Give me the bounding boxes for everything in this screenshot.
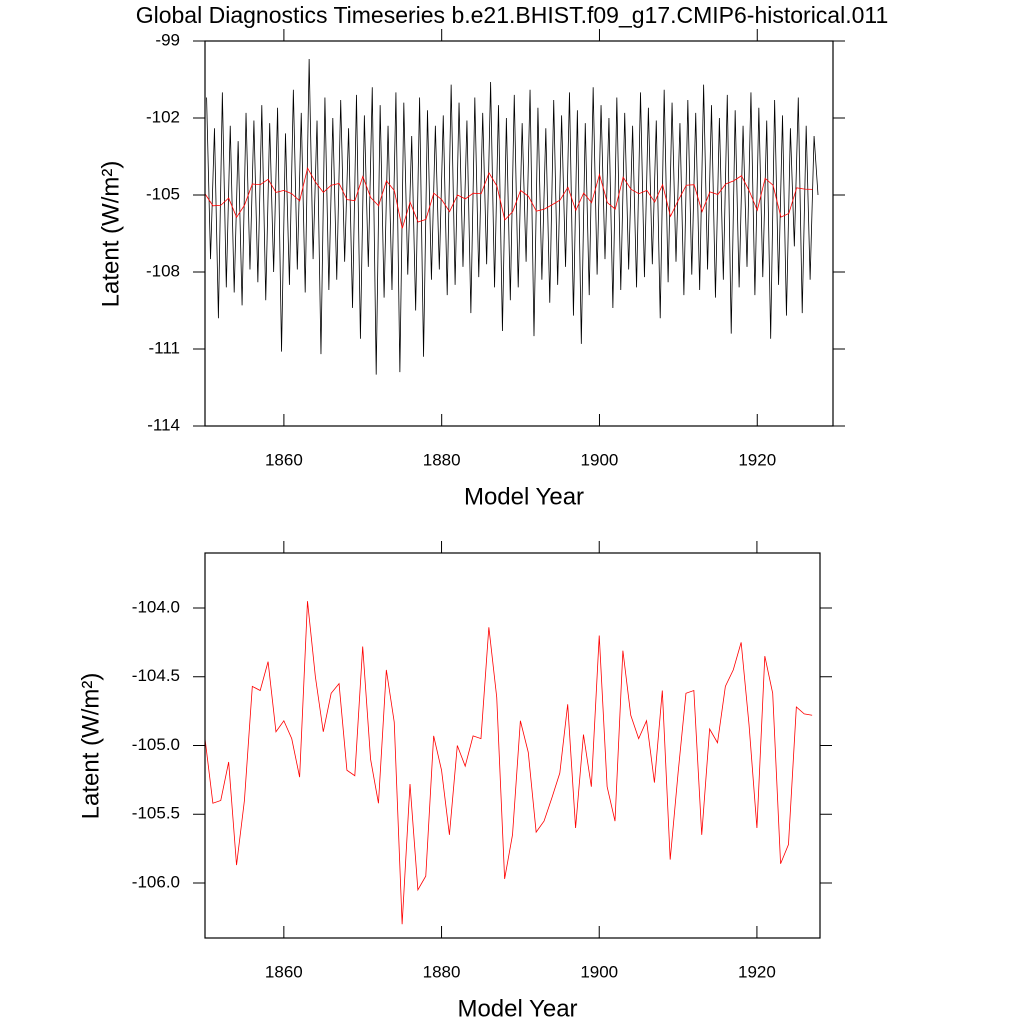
y-tick-label: -105.0 <box>132 735 180 754</box>
plot-frame <box>204 552 821 939</box>
y-tick-label: -106.0 <box>132 872 180 891</box>
y-tick-label: -114 <box>147 415 180 434</box>
x-axis-label: Model Year <box>464 483 584 510</box>
plot-frame <box>204 40 834 427</box>
y-tick-label: -102 <box>146 107 180 126</box>
x-tick-label: 1880 <box>423 962 461 981</box>
x-axis-label: Model Year <box>457 995 577 1022</box>
y-axis-label: Latent (W/m²) <box>97 161 124 308</box>
x-tick-label: 1880 <box>423 450 461 469</box>
x-tick-label: 1900 <box>581 450 619 469</box>
x-tick-label: 1860 <box>265 450 303 469</box>
chart-title: Global Diagnostics Timeseries b.e21.BHIS… <box>136 2 889 28</box>
data-line <box>206 58 819 375</box>
data-line <box>204 601 813 925</box>
y-tick-label: -105 <box>146 184 180 203</box>
y-tick-label: -105.5 <box>132 804 180 823</box>
y-tick-label: -108 <box>146 261 180 280</box>
x-tick-label: 1920 <box>738 450 776 469</box>
y-tick-label: -99 <box>155 30 180 49</box>
x-tick-label: 1920 <box>738 962 776 981</box>
y-tick-label: -111 <box>148 338 180 357</box>
y-tick-label: -104.0 <box>132 597 180 616</box>
y-tick-label: -104.5 <box>132 666 180 685</box>
y-axis-label: Latent (W/m²) <box>77 673 104 820</box>
x-tick-label: 1860 <box>265 962 303 981</box>
x-tick-label: 1900 <box>580 962 618 981</box>
data-line <box>204 166 813 229</box>
